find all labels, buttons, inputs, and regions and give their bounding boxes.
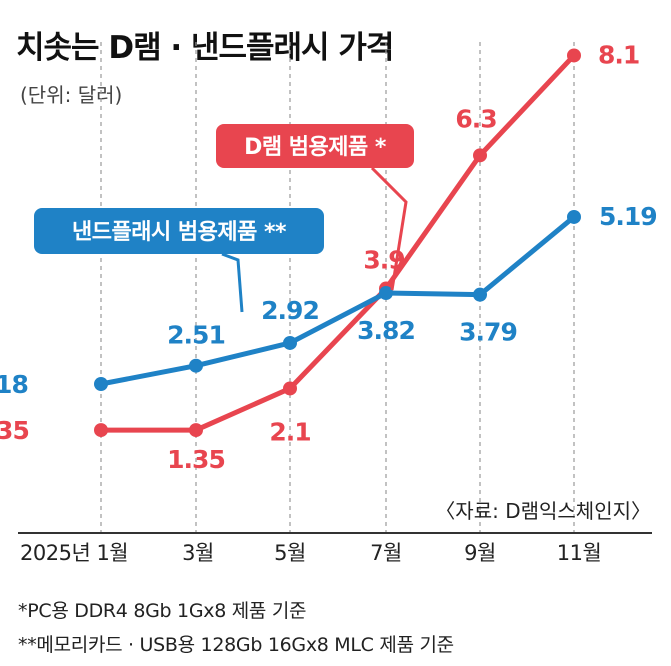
nand-value-label: 2.51 (167, 321, 225, 350)
dram-callout-pointer (370, 166, 408, 291)
nand-callout: 낸드플래시 범용제품 ** (34, 208, 324, 313)
x-tick-label: 7월 (370, 541, 402, 565)
dram-value-label: 1.35 (167, 445, 225, 474)
dram-callout: D램 범용제품 * (216, 124, 414, 291)
data-labels: 1.351.352.13.96.38.12.182.512.923.823.79… (0, 40, 658, 474)
unit-label: (단위: 달러) (20, 83, 122, 107)
footnote-dram: *PC용 DDR4 8Gb 1Gx8 제품 기준 (18, 600, 306, 622)
nand-point (94, 377, 108, 392)
x-tick-label: 11월 (557, 541, 602, 565)
nand-point (567, 209, 581, 224)
x-tick-label: 5월 (274, 541, 306, 565)
dram-point (567, 48, 581, 63)
x-tick-label: 3월 (182, 541, 214, 565)
nand-value-label: 2.92 (261, 296, 319, 325)
dram-series-name: D램 범용제품 * (244, 135, 387, 160)
dram-line (98, 52, 577, 433)
x-tick-label: 2025년 1월 (20, 541, 128, 565)
grid-lines (100, 42, 575, 533)
dram-point (473, 148, 487, 163)
footnote-nand: **메모리카드 · USB용 128Gb 16Gx8 MLC 제품 기준 (18, 634, 454, 656)
nand-value-label: 5.19 (599, 202, 657, 231)
nand-point (379, 285, 393, 300)
nand-point (283, 335, 297, 350)
dram-point (189, 423, 203, 438)
source-note: 〈자료: D램익스체인지〉 (435, 499, 651, 523)
nand-callout-box (34, 208, 324, 254)
dram-value-label: 8.1 (598, 40, 639, 69)
nand-value-label: 2.18 (0, 370, 28, 399)
dram-point (283, 381, 297, 396)
dram-value-label: 1.35 (0, 416, 29, 445)
nand-line (98, 214, 577, 387)
nand-series-name: 낸드플래시 범용제품 ** (72, 220, 287, 245)
dram-value-label: 2.1 (269, 417, 310, 446)
dram-point (94, 423, 108, 438)
dram-value-label: 6.3 (455, 104, 496, 133)
nand-value-label: 3.82 (357, 316, 415, 345)
x-tick-label: 9월 (464, 541, 496, 565)
nand-point (473, 287, 487, 302)
series-lines (98, 52, 577, 433)
data-points (94, 48, 581, 438)
nand-value-label: 3.79 (459, 318, 517, 347)
chart-title: 치솟는 D램 · 낸드플래시 가격 (16, 30, 393, 66)
nand-point (189, 358, 203, 373)
nand-callout-pointer (221, 252, 244, 313)
dram-callout-box (216, 124, 414, 168)
x-tick-labels: 2025년 1월 3월 5월 7월 9월 11월 (20, 541, 602, 565)
